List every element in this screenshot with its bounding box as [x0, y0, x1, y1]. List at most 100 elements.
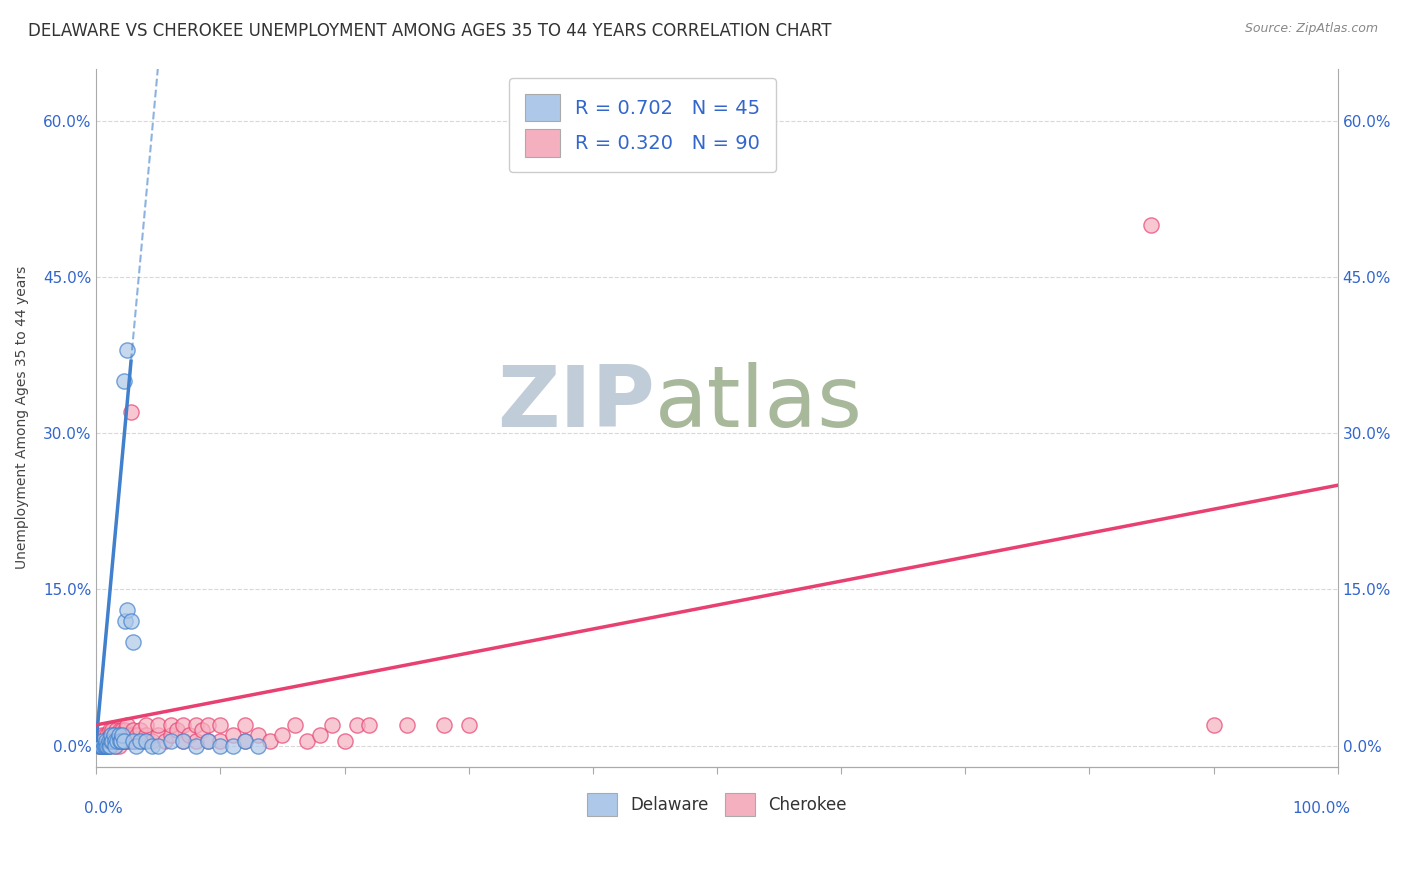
Point [90, 739, 112, 753]
Point [91, 728, 114, 742]
Point [115, 733, 138, 747]
Point [271, 728, 294, 742]
Point [297, 733, 319, 747]
Point [89, 739, 111, 753]
Point [107, 739, 129, 753]
Point [122, 723, 145, 737]
Point [108, 733, 131, 747]
Point [112, 728, 135, 742]
Text: 0.0%: 0.0% [84, 802, 122, 816]
Point [96, 739, 118, 753]
Point [125, 739, 148, 753]
Point [91, 733, 114, 747]
Point [101, 733, 124, 747]
Point [111, 723, 134, 737]
Point [97, 733, 120, 747]
Point [209, 733, 232, 747]
Point [135, 718, 157, 732]
Point [103, 728, 125, 742]
Point [112, 733, 135, 747]
Point [110, 733, 132, 747]
Point [105, 723, 128, 737]
Point [184, 739, 207, 753]
Text: 100.0%: 100.0% [1292, 802, 1350, 816]
Point [122, 634, 145, 648]
Text: Source: ZipAtlas.com: Source: ZipAtlas.com [1244, 22, 1378, 36]
Point [191, 723, 214, 737]
Point [111, 728, 134, 742]
Point [104, 739, 127, 753]
Point [110, 733, 132, 747]
Point [97, 733, 120, 747]
Point [321, 718, 343, 732]
Point [114, 723, 136, 737]
Point [122, 733, 145, 747]
Point [197, 718, 219, 732]
Point [184, 718, 207, 732]
Point [97, 739, 120, 753]
Point [118, 728, 141, 742]
Point [101, 733, 124, 747]
Point [246, 739, 269, 753]
Point [122, 733, 145, 747]
Point [346, 718, 368, 732]
Point [105, 733, 128, 747]
Point [120, 405, 142, 419]
Point [125, 733, 148, 747]
Point [104, 733, 127, 747]
Point [100, 733, 122, 747]
Point [127, 728, 149, 742]
Point [94, 739, 117, 753]
Point [96, 733, 118, 747]
Point [87, 739, 110, 753]
Point [222, 728, 245, 742]
Point [103, 728, 125, 742]
Point [96, 733, 118, 747]
Point [89, 733, 111, 747]
Point [166, 723, 188, 737]
Point [148, 728, 170, 742]
Point [117, 728, 139, 742]
Point [100, 728, 122, 742]
Point [112, 374, 135, 388]
Point [172, 733, 194, 747]
Point [122, 728, 145, 742]
Point [172, 718, 194, 732]
Point [135, 733, 157, 747]
Point [100, 728, 122, 742]
Point [128, 723, 150, 737]
Point [90, 739, 112, 753]
Point [114, 733, 136, 747]
Text: DELAWARE VS CHEROKEE UNEMPLOYMENT AMONG AGES 35 TO 44 YEARS CORRELATION CHART: DELAWARE VS CHEROKEE UNEMPLOYMENT AMONG … [28, 22, 831, 40]
Point [105, 733, 128, 747]
Point [159, 728, 181, 742]
Point [105, 733, 128, 747]
Point [259, 733, 281, 747]
Point [100, 733, 122, 747]
Point [96, 728, 118, 742]
Point [117, 718, 139, 732]
Point [108, 723, 131, 737]
Point [179, 728, 201, 742]
Point [132, 733, 155, 747]
Point [1202, 718, 1225, 732]
Point [98, 723, 121, 737]
Point [233, 718, 256, 732]
Point [103, 733, 125, 747]
Point [98, 739, 121, 753]
Point [128, 733, 150, 747]
Point [107, 733, 129, 747]
Point [128, 733, 150, 747]
Point [197, 733, 219, 747]
Point [159, 718, 181, 732]
Legend: Delaware, Cherokee: Delaware, Cherokee [578, 784, 855, 824]
Point [197, 733, 219, 747]
Point [104, 733, 127, 747]
Point [148, 718, 170, 732]
Text: ZIP: ZIP [498, 362, 655, 445]
Point [209, 739, 232, 753]
Point [114, 614, 136, 628]
Point [97, 739, 120, 753]
Point [111, 733, 134, 747]
Point [108, 728, 131, 742]
